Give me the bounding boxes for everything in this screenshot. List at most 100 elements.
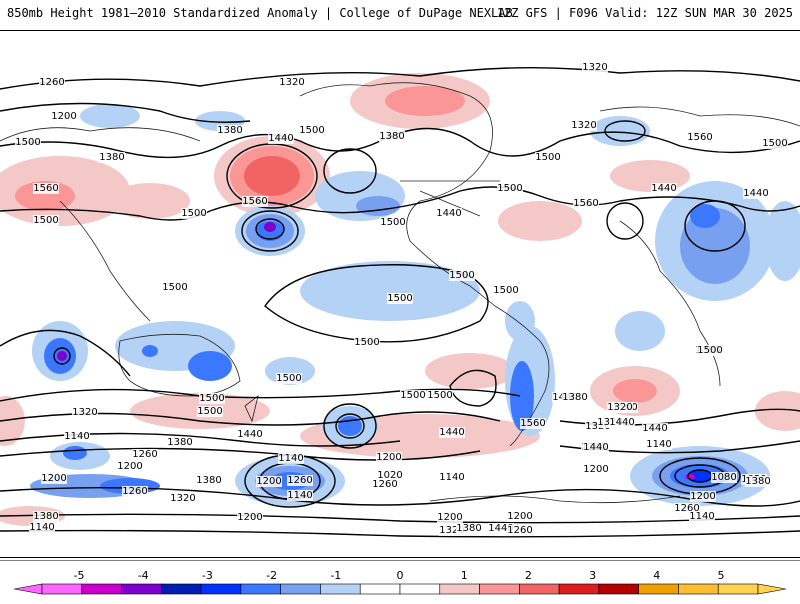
contour-label: 1560 [242,196,267,207]
contour-label-bg [64,431,90,442]
colorbar-tick-label: 0 [397,569,404,582]
contour-label: 1560 [520,418,545,429]
contour-label-bg [376,452,402,463]
contour-label-bg [651,183,677,194]
contour-label: 1440 [436,208,461,219]
contour-label-bg [387,293,413,304]
colorbar-swatch [598,583,639,595]
contour-label: 1500 [387,293,412,304]
contour-label-bg [690,491,716,502]
contour-label-bg [609,417,635,428]
contour-label-bg [687,132,713,143]
contour-label: 1500 [493,285,518,296]
contour-label: 1500 [181,208,206,219]
contour-label-bg [122,486,148,497]
contour-label: 1500 [276,373,301,384]
colorbar-tick-label: 4 [653,569,660,582]
contour-label: 1500 [449,270,474,281]
contour-label: 1500 [697,345,722,356]
contour-label-bg [237,512,263,523]
contour-label-bg [72,407,98,418]
contour-label: 1260 [372,479,397,490]
contour-label: 1440 [609,417,634,428]
contour-label-bg [573,198,599,209]
colorbar-swatch [320,583,361,595]
contour-label-bg [646,439,672,450]
contour-label: 1140 [689,511,714,522]
colorbar-right-arrow [757,583,787,595]
contour-label: 1380 [167,437,192,448]
contour-label-bg [196,475,222,486]
colorbar-swatch [519,583,560,595]
contour-label: 1500 [427,390,452,401]
contour-label-bg [449,270,475,281]
contour-label: 1500 [199,393,224,404]
contour-label-bg [762,138,788,149]
colorbar-swatch [399,583,441,595]
contour-label-bg [33,215,59,226]
contour-label-bg [711,472,737,483]
contour-label-bg [743,188,769,199]
contour-label-bg [181,208,207,219]
contour-label: 1320 [170,493,195,504]
map-title: 850mb Height 1981–2010 Standardized Anom… [7,6,513,20]
colorbar-tick-label: -3 [202,569,213,582]
model-run-info: 12Z GFS | F096 Valid: 12Z SUN MAR 30 202… [496,6,793,20]
contour-label-bg [117,461,143,472]
contour-label: 1500 [497,183,522,194]
contour-label-bg [15,137,41,148]
contour-label: 1380 [217,125,242,136]
contour-label: 1380 [33,511,58,522]
contour-label-bg [132,449,158,460]
contour-label-bg [562,392,588,403]
colorbar-swatch [359,583,401,595]
contour-label: 1140 [64,431,89,442]
contour-label-bg [278,453,304,464]
contour-label-bg [456,523,482,534]
contour-label: 1380 [196,475,221,486]
contour-label-bg [583,464,609,475]
colorbar-swatch [200,583,242,595]
contour-label-bg [400,390,426,401]
contour-label: 1440 [651,183,676,194]
contour-label-bg [33,183,59,194]
contour-label-bg [372,479,398,490]
contour-label-bg [287,490,313,501]
colorbar-swatch [240,583,281,595]
colorbar-swatch [717,583,759,595]
anomaly-map: 1260 1320 1200 1320 1380 1500 1380 1440 1560 1500… [0,30,800,558]
contour-label-bg [237,429,263,440]
contour-label: 1320 [607,402,632,413]
contour-label-bg [583,442,609,453]
contour-label: 1500 [400,390,425,401]
contour-label-bg [354,337,380,348]
contour-label-bg [439,525,465,536]
contour-label-bg [162,282,188,293]
contour-label-bg [299,125,325,136]
contour-label-bg [507,511,533,522]
contour-label: 1320 [72,407,97,418]
contour-label-bg [674,503,700,514]
contour-label-bg [199,393,225,404]
contour-label-bg [689,511,715,522]
contour-label: 1320 [439,525,464,536]
colorbar-swatch [558,583,600,595]
contour-label: 1260 [39,77,64,88]
colorbar-ticks: -5 -4 -3 -2 -1 0 1 2 3 4 5 [74,569,725,582]
colorbar-swatch [41,583,83,595]
contour-label: 1500 [162,282,187,293]
contour-label-bg [745,476,771,487]
contour-label: 1500 [33,215,58,226]
contour-label: 1140 [29,522,54,533]
colorbar-tick-label: 1 [461,569,468,582]
contour-label-bg [493,285,519,296]
contour-label: 1500 [15,137,40,148]
contour-label: 1440 [237,429,262,440]
contour-label: 1260 [122,486,147,497]
contour-label: 1260 [507,525,532,536]
contour-label: 1500 [380,217,405,228]
colorbar-tick-label: 2 [525,569,532,582]
contour-label-bg [51,111,77,122]
contour-label-bg [377,470,403,481]
